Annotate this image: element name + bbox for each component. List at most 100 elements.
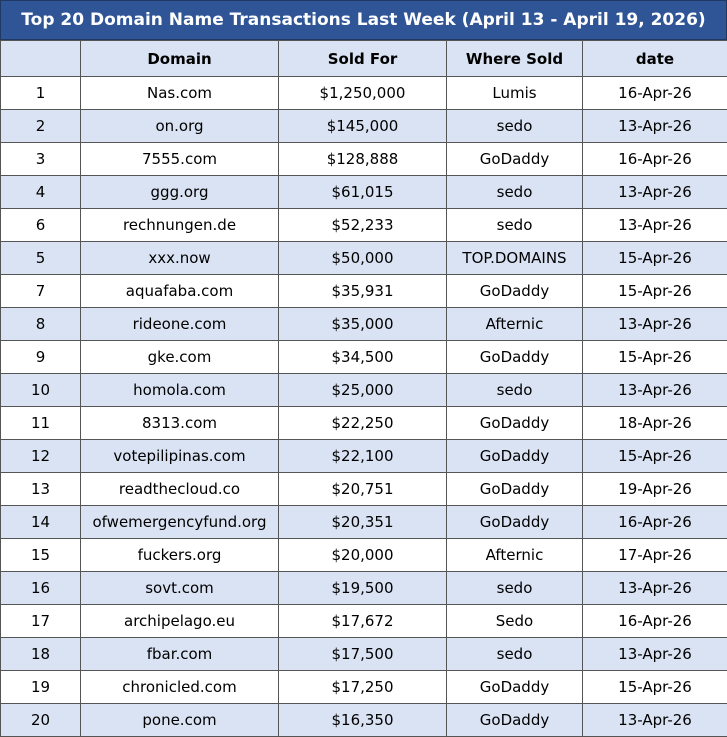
table-row: 10 homola.com $25,000 sedo 13-Apr-26	[0, 373, 727, 407]
table-row: 9 gke.com $34,500 GoDaddy 15-Apr-26	[0, 340, 727, 374]
table-cell: $22,250	[278, 406, 447, 440]
table-cell: rechnungen.de	[80, 208, 279, 242]
table-cell: $17,672	[278, 604, 447, 638]
table-cell: on.org	[80, 109, 279, 143]
table-cell: $35,000	[278, 307, 447, 341]
table-cell: GoDaddy	[446, 274, 583, 308]
table-cell: 3	[0, 142, 81, 176]
table-cell: sedo	[446, 637, 583, 671]
table-cell: 15	[0, 538, 81, 572]
table-cell: $19,500	[278, 571, 447, 605]
table-cell: sovt.com	[80, 571, 279, 605]
table-cell: $22,100	[278, 439, 447, 473]
table-cell: 16-Apr-26	[582, 76, 727, 110]
table-row: 8 rideone.com $35,000 Afternic 13-Apr-26	[0, 307, 727, 341]
table-cell: readthecloud.co	[80, 472, 279, 506]
table-cell: archipelago.eu	[80, 604, 279, 638]
table-cell: $17,250	[278, 670, 447, 704]
table-cell: ggg.org	[80, 175, 279, 209]
table-cell: $61,015	[278, 175, 447, 209]
table-cell: 16	[0, 571, 81, 605]
table-cell: 17	[0, 604, 81, 638]
table-cell: GoDaddy	[446, 340, 583, 374]
table-cell: 13-Apr-26	[582, 109, 727, 143]
table-cell: 17-Apr-26	[582, 538, 727, 572]
table-cell: 6	[0, 208, 81, 242]
table-cell: 9	[0, 340, 81, 374]
table-cell: chronicled.com	[80, 670, 279, 704]
table-cell: 16-Apr-26	[582, 604, 727, 638]
table-row: 5 xxx.now $50,000 TOP.DOMAINS 15-Apr-26	[0, 241, 727, 275]
table-cell: fuckers.org	[80, 538, 279, 572]
table-cell: 13	[0, 472, 81, 506]
table-cell: 4	[0, 175, 81, 209]
table-row: 6 rechnungen.de $52,233 sedo 13-Apr-26	[0, 208, 727, 242]
table-cell: Afternic	[446, 538, 583, 572]
table-cell: sedo	[446, 175, 583, 209]
column-header: Sold For	[278, 40, 447, 77]
table-cell: aquafaba.com	[80, 274, 279, 308]
table-cell: $20,751	[278, 472, 447, 506]
table-cell: 13-Apr-26	[582, 571, 727, 605]
table-row: 11 8313.com $22,250 GoDaddy 18-Apr-26	[0, 406, 727, 440]
table-cell: 8313.com	[80, 406, 279, 440]
table-cell: 13-Apr-26	[582, 373, 727, 407]
table-cell: xxx.now	[80, 241, 279, 275]
table-cell: votepilipinas.com	[80, 439, 279, 473]
table-cell: rideone.com	[80, 307, 279, 341]
table-cell: TOP.DOMAINS	[446, 241, 583, 275]
table-cell: 10	[0, 373, 81, 407]
table-cell: Afternic	[446, 307, 583, 341]
table-cell: 13-Apr-26	[582, 637, 727, 671]
table-cell: GoDaddy	[446, 472, 583, 506]
table-cell: Sedo	[446, 604, 583, 638]
table-cell: 1	[0, 76, 81, 110]
table-cell: GoDaddy	[446, 439, 583, 473]
table-cell: 7555.com	[80, 142, 279, 176]
table-cell: gke.com	[80, 340, 279, 374]
header-row: Domain Sold For Where Sold date	[0, 40, 727, 77]
table-cell: 13-Apr-26	[582, 208, 727, 242]
table-cell: 15-Apr-26	[582, 439, 727, 473]
table-cell: 7	[0, 274, 81, 308]
title: Top 20 Domain Name Transactions Last Wee…	[0, 0, 727, 40]
table-cell: GoDaddy	[446, 505, 583, 539]
table-cell: pone.com	[80, 703, 279, 737]
table-row: 14 ofwemergencyfund.org $20,351 GoDaddy 16-A…	[0, 505, 727, 539]
table-cell: $16,350	[278, 703, 447, 737]
table-cell: $17,500	[278, 637, 447, 671]
table-cell: 19	[0, 670, 81, 704]
table-cell: GoDaddy	[446, 142, 583, 176]
table-cell: 13-Apr-26	[582, 703, 727, 737]
table-cell: 14	[0, 505, 81, 539]
table-cell: 11	[0, 406, 81, 440]
table-cell: 13-Apr-26	[582, 175, 727, 209]
table-cell: 15-Apr-26	[582, 241, 727, 275]
table-cell: $128,888	[278, 142, 447, 176]
table-cell: GoDaddy	[446, 406, 583, 440]
table-cell: $145,000	[278, 109, 447, 143]
table-cell: fbar.com	[80, 637, 279, 671]
table-row: 2 on.org $145,000 sedo 13-Apr-26	[0, 109, 727, 143]
table-cell: $35,931	[278, 274, 447, 308]
table-cell: GoDaddy	[446, 670, 583, 704]
table-cell: $34,500	[278, 340, 447, 374]
table-cell: ofwemergencyfund.org	[80, 505, 279, 539]
table-cell: 2	[0, 109, 81, 143]
column-header	[0, 40, 81, 77]
table-cell: $52,233	[278, 208, 447, 242]
table-cell: $50,000	[278, 241, 447, 275]
table-cell: Lumis	[446, 76, 583, 110]
table-row: 18 fbar.com $17,500 sedo 13-Apr-26	[0, 637, 727, 671]
table-row: 15 fuckers.org $20,000 Afternic 17-Apr-26	[0, 538, 727, 572]
table-row: 16 sovt.com $19,500 sedo 13-Apr-26	[0, 571, 727, 605]
table-cell: homola.com	[80, 373, 279, 407]
table-cell: 18-Apr-26	[582, 406, 727, 440]
table-cell: 5	[0, 241, 81, 275]
table-row: 3 7555.com $128,888 GoDaddy 16-Apr-26	[0, 142, 727, 176]
table: Domain Sold For Where Sold date 1 Nas.com $1,…	[0, 40, 727, 737]
table-row: 12 votepilipinas.com $22,100 GoDaddy 15-Apr-…	[0, 439, 727, 473]
table-cell: 20	[0, 703, 81, 737]
table-cell: 16-Apr-26	[582, 142, 727, 176]
